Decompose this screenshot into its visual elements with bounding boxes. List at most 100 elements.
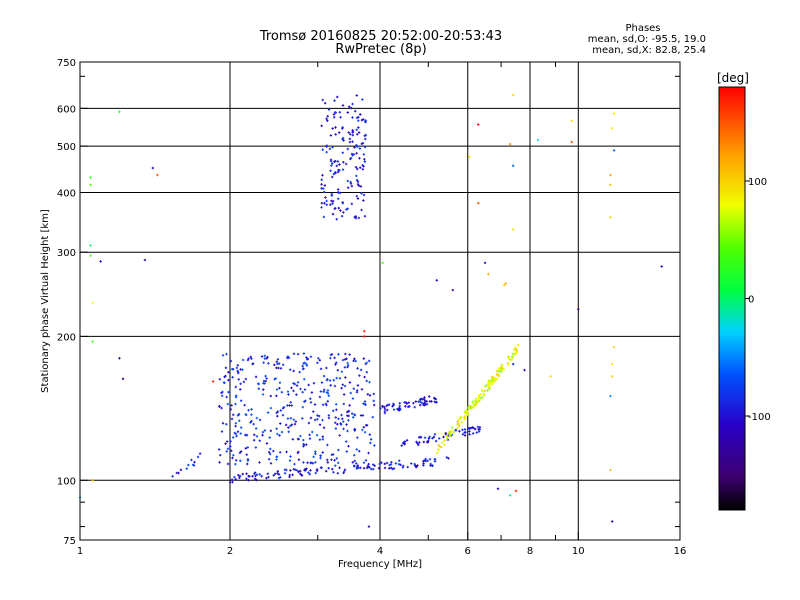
data-point xyxy=(398,402,401,405)
data-point xyxy=(299,434,302,438)
data-point xyxy=(356,167,359,171)
data-point xyxy=(297,458,301,461)
data-point xyxy=(296,352,300,356)
data-point xyxy=(190,458,193,462)
data-point xyxy=(331,200,335,203)
data-point xyxy=(363,214,367,218)
stats-heading: Phases xyxy=(625,23,660,34)
data-point xyxy=(311,430,314,434)
data-point xyxy=(487,382,490,386)
data-point xyxy=(354,216,358,220)
data-point xyxy=(332,471,335,474)
data-point xyxy=(352,465,356,468)
data-point xyxy=(362,193,366,197)
data-point xyxy=(322,374,326,378)
data-point xyxy=(238,419,241,422)
data-point xyxy=(239,399,243,402)
data-point xyxy=(234,478,237,481)
data-point xyxy=(221,354,225,357)
data-point xyxy=(356,197,360,200)
data-point xyxy=(326,461,329,464)
data-point xyxy=(313,403,317,406)
data-point xyxy=(237,413,241,416)
data-point xyxy=(336,170,340,174)
x-tick-label: 16 xyxy=(674,546,687,557)
data-point xyxy=(264,379,268,383)
data-point xyxy=(365,466,369,470)
data-point xyxy=(513,348,516,351)
data-point xyxy=(278,386,281,390)
data-point xyxy=(247,479,250,482)
data-point xyxy=(333,207,336,210)
data-point xyxy=(511,164,515,167)
data-point xyxy=(373,464,376,467)
data-point xyxy=(275,455,279,458)
data-point xyxy=(334,111,337,114)
colorbar-tick-label: 100 xyxy=(748,177,767,188)
data-point xyxy=(413,462,416,466)
data-point xyxy=(239,450,243,453)
data-point xyxy=(323,101,327,105)
data-point xyxy=(609,468,612,472)
data-point xyxy=(327,416,331,420)
data-point xyxy=(570,119,573,123)
data-point xyxy=(445,434,448,437)
colorbar-ticks: 100 0 -100 xyxy=(745,177,771,423)
data-point xyxy=(331,467,334,471)
data-point xyxy=(434,439,438,443)
data-point xyxy=(494,379,497,382)
data-point xyxy=(419,435,422,439)
data-point xyxy=(236,364,240,367)
data-point xyxy=(363,160,367,163)
data-point xyxy=(252,422,255,426)
data-point xyxy=(422,459,426,462)
data-point xyxy=(230,449,233,452)
data-point xyxy=(242,380,246,384)
data-point xyxy=(239,432,242,435)
data-point xyxy=(222,381,226,384)
data-point xyxy=(501,364,504,367)
data-point xyxy=(288,459,292,462)
data-point xyxy=(301,390,304,394)
data-point xyxy=(334,421,337,424)
data-point xyxy=(403,401,406,404)
data-point xyxy=(302,461,305,464)
data-point xyxy=(359,368,363,372)
data-point xyxy=(346,111,349,114)
grid-lines xyxy=(80,62,680,540)
data-point xyxy=(284,423,288,427)
data-point xyxy=(279,409,282,412)
data-point xyxy=(319,367,323,371)
data-point xyxy=(245,477,248,480)
data-point xyxy=(333,99,336,102)
data-point xyxy=(349,157,352,161)
data-point xyxy=(346,179,349,183)
data-point xyxy=(331,453,335,456)
data-point xyxy=(276,472,279,475)
data-point xyxy=(349,391,352,395)
data-point xyxy=(236,430,240,433)
stats-line-x: mean, sd,X: 82.8, 25.4 xyxy=(592,45,706,56)
data-point xyxy=(299,387,302,391)
data-point xyxy=(348,404,351,407)
data-point xyxy=(355,94,358,97)
data-point xyxy=(418,403,422,407)
data-point xyxy=(255,435,259,438)
data-point xyxy=(224,374,227,378)
data-point xyxy=(355,116,359,120)
data-point xyxy=(430,400,433,403)
data-point xyxy=(333,459,336,462)
data-point xyxy=(292,389,295,393)
data-point xyxy=(350,106,353,110)
data-point xyxy=(338,169,341,172)
data-point xyxy=(278,434,281,437)
data-point xyxy=(198,452,202,455)
data-point xyxy=(378,462,381,466)
data-point xyxy=(509,358,512,362)
data-point xyxy=(346,429,349,433)
data-point xyxy=(354,359,357,363)
data-point xyxy=(261,433,264,437)
data-point xyxy=(414,400,418,403)
data-point xyxy=(306,357,310,361)
data-point xyxy=(434,397,438,401)
